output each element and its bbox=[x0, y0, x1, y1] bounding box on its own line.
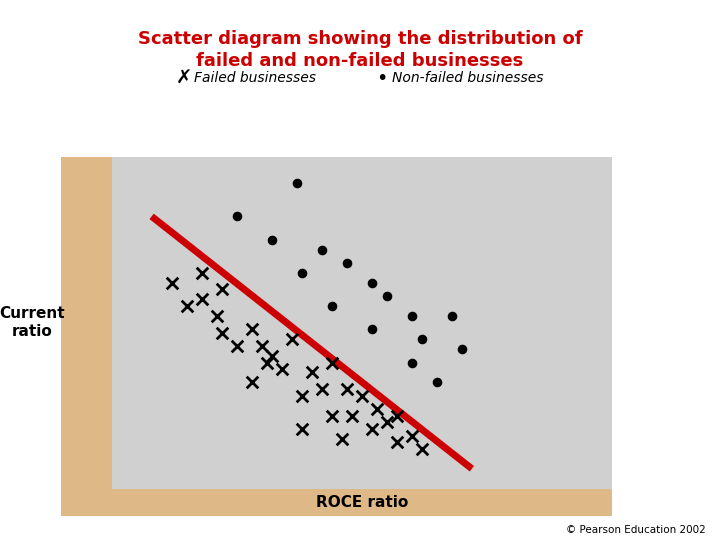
Point bbox=[406, 312, 418, 320]
Point bbox=[256, 342, 268, 350]
Point bbox=[196, 268, 207, 277]
Point bbox=[446, 312, 458, 320]
Text: © Pearson Education 2002: © Pearson Education 2002 bbox=[566, 524, 706, 535]
Point bbox=[276, 365, 287, 374]
Point bbox=[326, 302, 338, 310]
Point bbox=[196, 295, 207, 303]
Point bbox=[391, 438, 402, 447]
Point bbox=[316, 384, 328, 393]
Point bbox=[456, 345, 468, 354]
Point bbox=[406, 431, 418, 440]
Point bbox=[211, 312, 222, 320]
Point bbox=[181, 302, 192, 310]
Point bbox=[406, 358, 418, 367]
Point bbox=[391, 411, 402, 420]
Point bbox=[341, 259, 353, 267]
Point bbox=[216, 328, 228, 337]
Point bbox=[261, 358, 272, 367]
Point bbox=[231, 212, 243, 221]
Point bbox=[296, 392, 307, 400]
Point bbox=[286, 335, 297, 343]
Text: Scatter diagram showing the distribution of
failed and non-failed businesses: Scatter diagram showing the distribution… bbox=[138, 30, 582, 70]
Point bbox=[381, 292, 392, 300]
Text: ✗: ✗ bbox=[176, 69, 192, 88]
Point bbox=[231, 342, 243, 350]
Text: Failed businesses: Failed businesses bbox=[194, 71, 316, 85]
Point bbox=[366, 279, 377, 287]
Point bbox=[341, 384, 353, 393]
Point bbox=[266, 352, 277, 360]
Point bbox=[381, 418, 392, 427]
Point bbox=[306, 368, 318, 377]
Text: Current
ratio: Current ratio bbox=[0, 307, 66, 339]
Point bbox=[296, 424, 307, 433]
Text: ROCE ratio: ROCE ratio bbox=[315, 495, 408, 510]
Point bbox=[356, 392, 367, 400]
Point bbox=[246, 325, 258, 334]
Point bbox=[291, 179, 302, 187]
Text: •: • bbox=[376, 69, 387, 88]
Point bbox=[266, 235, 277, 244]
Text: Non-failed businesses: Non-failed businesses bbox=[392, 71, 544, 85]
Point bbox=[366, 325, 377, 334]
Point bbox=[336, 435, 348, 443]
Point bbox=[316, 245, 328, 254]
Point bbox=[371, 404, 382, 413]
Point bbox=[416, 335, 428, 343]
Point bbox=[431, 378, 443, 387]
Point bbox=[326, 358, 338, 367]
Point bbox=[416, 444, 428, 453]
Point bbox=[366, 424, 377, 433]
Point bbox=[296, 268, 307, 277]
Point bbox=[346, 411, 358, 420]
Point bbox=[166, 279, 177, 287]
Point bbox=[246, 378, 258, 387]
Point bbox=[326, 411, 338, 420]
Point bbox=[216, 285, 228, 294]
